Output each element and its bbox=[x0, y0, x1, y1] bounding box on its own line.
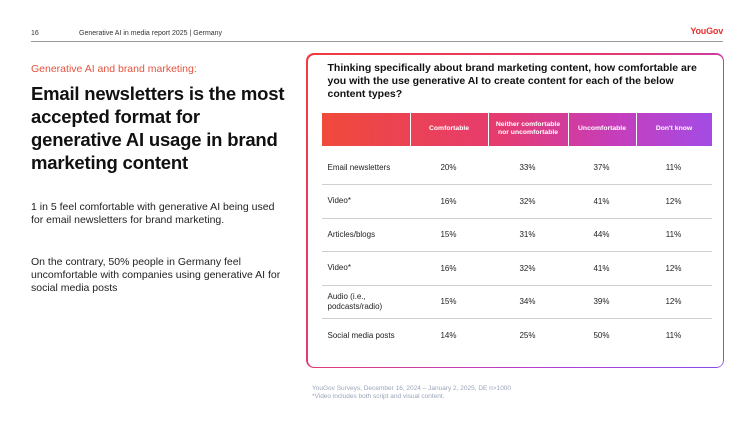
table-row: Audio (i.e., podcasts/radio) 15% 34% 39%… bbox=[321, 286, 712, 319]
cell-comfortable: 20% bbox=[440, 163, 457, 173]
header-divider bbox=[31, 41, 723, 42]
report-title: Generative AI in media report 2025 | Ger… bbox=[79, 30, 223, 37]
column-header-label bbox=[322, 113, 410, 146]
row-label: Articles/blogs bbox=[327, 229, 376, 239]
cell-neither: 31% bbox=[519, 230, 536, 240]
column-header-neither: Neither comfortable nor uncomfortable bbox=[487, 112, 568, 146]
cell-uncomfortable: 50% bbox=[593, 331, 610, 341]
column-header-uncomfortable: Uncomfortable bbox=[567, 112, 636, 146]
column-header-dont-know: Don't know bbox=[635, 112, 712, 146]
table-header: Comfortable Neither comfortable nor unco… bbox=[321, 112, 712, 146]
cell-uncomfortable: 44% bbox=[593, 230, 610, 240]
cell-comfortable: 15% bbox=[440, 297, 457, 307]
page-header: 16 Generative AI in media report 2025 | … bbox=[31, 26, 723, 40]
cell-uncomfortable: 39% bbox=[593, 297, 610, 307]
page-headline: Email newsletters is the most accepted f… bbox=[31, 83, 285, 173]
cell-neither: 25% bbox=[519, 331, 536, 341]
table-row: Video* 16% 32% 41% 12% bbox=[321, 185, 712, 219]
cell-uncomfortable: 41% bbox=[593, 196, 610, 206]
column-header-comfortable: Comfortable bbox=[409, 112, 488, 146]
table-row: Social media posts 14% 25% 50% 11% bbox=[322, 319, 712, 353]
cell-neither: 34% bbox=[519, 297, 536, 307]
page-number: 16 bbox=[31, 30, 39, 37]
cell-comfortable: 16% bbox=[440, 263, 457, 273]
cell-uncomfortable: 41% bbox=[593, 263, 610, 273]
cell-neither: 32% bbox=[519, 196, 536, 206]
source-line: YouGov Surveys, December 16, 2024 – Janu… bbox=[312, 385, 512, 392]
body-paragraph-1: 1 in 5 feel comfortable with generative … bbox=[31, 201, 275, 226]
cell-neither: 33% bbox=[519, 163, 536, 173]
cell-comfortable: 15% bbox=[440, 230, 457, 240]
survey-table-card: Thinking specifically about brand market… bbox=[306, 53, 724, 368]
section-eyebrow: Generative AI and brand marketing: bbox=[31, 63, 197, 75]
cell-dont-know: 11% bbox=[665, 331, 682, 341]
row-label: Video* bbox=[327, 263, 351, 273]
table-row: Email newsletters 20% 33% 37% 11% bbox=[321, 152, 712, 185]
table-row: Articles/blogs 15% 31% 44% 11% bbox=[321, 219, 712, 252]
footnote-line: *Video includes both script and visual c… bbox=[312, 393, 445, 400]
cell-uncomfortable: 37% bbox=[593, 163, 610, 173]
row-label: Email newsletters bbox=[327, 162, 391, 172]
cell-comfortable: 14% bbox=[440, 331, 457, 341]
cell-dont-know: 12% bbox=[665, 297, 682, 307]
survey-question: Thinking specifically about brand market… bbox=[327, 61, 697, 100]
source-note: YouGov Surveys, December 16, 2024 – Janu… bbox=[312, 385, 511, 401]
cell-dont-know: 12% bbox=[665, 263, 682, 273]
table-body: Email newsletters 20% 33% 37% 11% Video*… bbox=[321, 152, 712, 353]
table-row: Video* 16% 32% 41% 12% bbox=[321, 252, 712, 286]
cell-neither: 32% bbox=[519, 263, 536, 273]
cell-dont-know: 12% bbox=[665, 196, 682, 206]
cell-dont-know: 11% bbox=[665, 163, 682, 173]
yougov-logo: YouGov bbox=[690, 26, 723, 36]
row-label: Video* bbox=[327, 196, 351, 206]
row-label: Audio (i.e., podcasts/radio) bbox=[327, 291, 383, 311]
body-paragraph-2: On the contrary, 50% people in Germany f… bbox=[31, 256, 281, 294]
cell-dont-know: 11% bbox=[665, 230, 682, 240]
cell-comfortable: 16% bbox=[440, 196, 457, 206]
row-label: Social media posts bbox=[327, 330, 395, 340]
